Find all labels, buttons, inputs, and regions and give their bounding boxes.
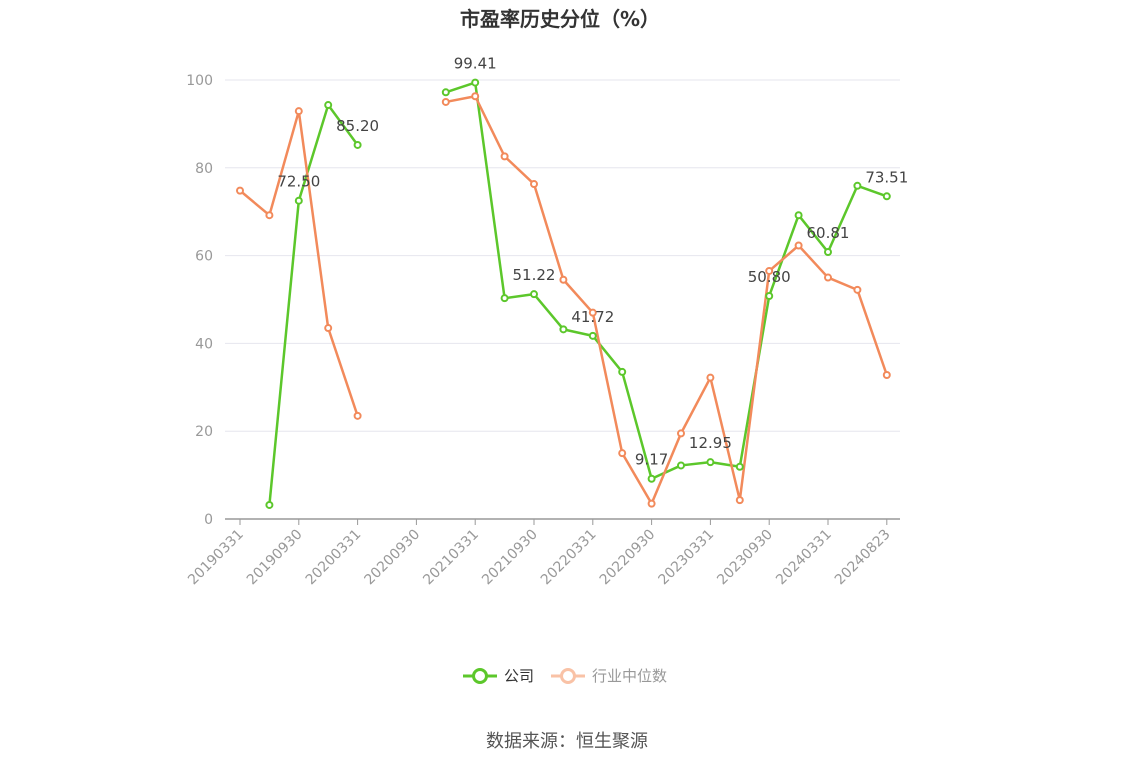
x-tick-label: 20210930 bbox=[479, 527, 541, 589]
data-point-series-0[interactable] bbox=[706, 458, 715, 467]
data-label: 60.81 bbox=[807, 224, 850, 242]
data-point-series-1[interactable] bbox=[500, 152, 509, 161]
x-tick-label: 20230930 bbox=[714, 527, 776, 589]
y-tick-label: 80 bbox=[195, 161, 213, 177]
data-point-series-0[interactable] bbox=[765, 291, 774, 300]
data-point-series-1[interactable] bbox=[794, 241, 803, 250]
data-point-series-1[interactable] bbox=[441, 97, 450, 106]
data-point-series-1[interactable] bbox=[882, 371, 891, 380]
chart-title: 市盈率历史分位（%） bbox=[460, 7, 660, 31]
data-label: 41.72 bbox=[571, 308, 614, 326]
series-line-1 bbox=[445, 94, 888, 505]
data-point-series-1[interactable] bbox=[530, 180, 538, 189]
data-point-series-0[interactable] bbox=[618, 367, 627, 376]
data-point-series-1[interactable] bbox=[824, 273, 832, 282]
data-point-series-1[interactable] bbox=[559, 275, 568, 284]
x-tick-label: 20240823 bbox=[832, 527, 894, 589]
x-tick-label: 20210331 bbox=[420, 527, 482, 589]
data-label: 50.80 bbox=[748, 268, 791, 286]
data-label: 73.51 bbox=[865, 168, 908, 186]
data-point-series-0[interactable] bbox=[735, 462, 744, 471]
data-label: 51.22 bbox=[513, 266, 556, 284]
data-point-series-0[interactable] bbox=[559, 325, 568, 334]
y-tick-label: 60 bbox=[195, 249, 213, 265]
y-axis-ticks: 0 20 40 60 80 100 bbox=[186, 73, 213, 528]
data-point-series-0[interactable] bbox=[530, 290, 538, 299]
data-point-series-1[interactable] bbox=[647, 499, 656, 508]
series-line-0 bbox=[445, 81, 888, 480]
data-point-series-0[interactable] bbox=[500, 294, 509, 303]
data-point-series-0[interactable] bbox=[824, 248, 832, 257]
data-label: 85.20 bbox=[336, 117, 379, 135]
x-tick-label: 20240331 bbox=[773, 527, 835, 589]
data-point-series-1[interactable] bbox=[588, 308, 597, 317]
data-point-series-0[interactable] bbox=[294, 196, 303, 205]
data-point-series-1[interactable] bbox=[353, 411, 362, 420]
data-point-series-0[interactable] bbox=[794, 211, 803, 220]
data-point-series-0[interactable] bbox=[265, 500, 274, 509]
data-point-series-0[interactable] bbox=[882, 192, 891, 201]
data-label: 72.50 bbox=[277, 173, 320, 191]
series-points bbox=[236, 78, 891, 509]
data-point-series-1[interactable] bbox=[765, 266, 774, 275]
data-point-series-0[interactable] bbox=[471, 78, 480, 87]
data-point-series-1[interactable] bbox=[265, 211, 274, 220]
data-label: 99.41 bbox=[454, 55, 497, 73]
series-line-0 bbox=[268, 103, 359, 506]
data-point-series-0[interactable] bbox=[353, 140, 362, 149]
data-point-series-1[interactable] bbox=[735, 496, 744, 505]
series-lines bbox=[239, 81, 888, 506]
data-point-series-1[interactable] bbox=[618, 449, 627, 458]
x-tick-label: 20190930 bbox=[244, 527, 306, 589]
data-label: 9.17 bbox=[635, 451, 668, 469]
data-point-series-0[interactable] bbox=[588, 331, 597, 340]
legend-company-marker bbox=[472, 668, 488, 684]
x-tick-label: 20200930 bbox=[362, 527, 424, 589]
y-tick-label: 20 bbox=[195, 424, 213, 440]
data-point-series-1[interactable] bbox=[706, 373, 715, 382]
legend-item-industry[interactable]: 行业中位数 bbox=[551, 667, 667, 685]
data-labels: 72.50 85.20 99.41 51.22 41.72 9.17 12.95 50.80 6… bbox=[277, 55, 908, 469]
data-point-series-0[interactable] bbox=[677, 461, 685, 470]
legend-industry-marker bbox=[560, 668, 576, 684]
data-point-series-0[interactable] bbox=[647, 474, 656, 483]
data-point-series-1[interactable] bbox=[471, 92, 480, 101]
legend-company-label: 公司 bbox=[504, 667, 534, 685]
legend[interactable]: 公司 行业中位数 bbox=[463, 667, 667, 685]
y-tick-label: 100 bbox=[186, 73, 213, 89]
legend-item-company[interactable]: 公司 bbox=[463, 667, 534, 685]
data-source: 数据来源：恒生聚源 bbox=[486, 731, 648, 752]
data-point-series-1[interactable] bbox=[236, 186, 244, 195]
data-label: 12.95 bbox=[689, 434, 732, 452]
x-axis: 2019033120190930202003312020093020210331… bbox=[185, 518, 900, 589]
y-tick-label: 40 bbox=[195, 336, 213, 352]
data-point-series-0[interactable] bbox=[441, 88, 450, 97]
series-line-1 bbox=[239, 109, 359, 417]
legend-industry-label: 行业中位数 bbox=[592, 667, 667, 685]
data-point-series-1[interactable] bbox=[324, 324, 333, 333]
data-point-series-0[interactable] bbox=[853, 181, 862, 190]
data-point-series-1[interactable] bbox=[853, 285, 862, 294]
data-point-series-1[interactable] bbox=[677, 429, 685, 438]
data-point-series-0[interactable] bbox=[324, 101, 333, 110]
x-tick-label: 20200331 bbox=[303, 527, 365, 589]
grid-lines bbox=[225, 79, 900, 432]
x-tick-label: 20220930 bbox=[597, 527, 659, 589]
data-point-series-1[interactable] bbox=[294, 107, 303, 116]
x-tick-label: 20220331 bbox=[538, 527, 600, 589]
x-tick-label: 20230331 bbox=[656, 527, 718, 589]
x-tick-label: 20190331 bbox=[185, 527, 247, 589]
y-tick-label: 0 bbox=[204, 512, 213, 528]
